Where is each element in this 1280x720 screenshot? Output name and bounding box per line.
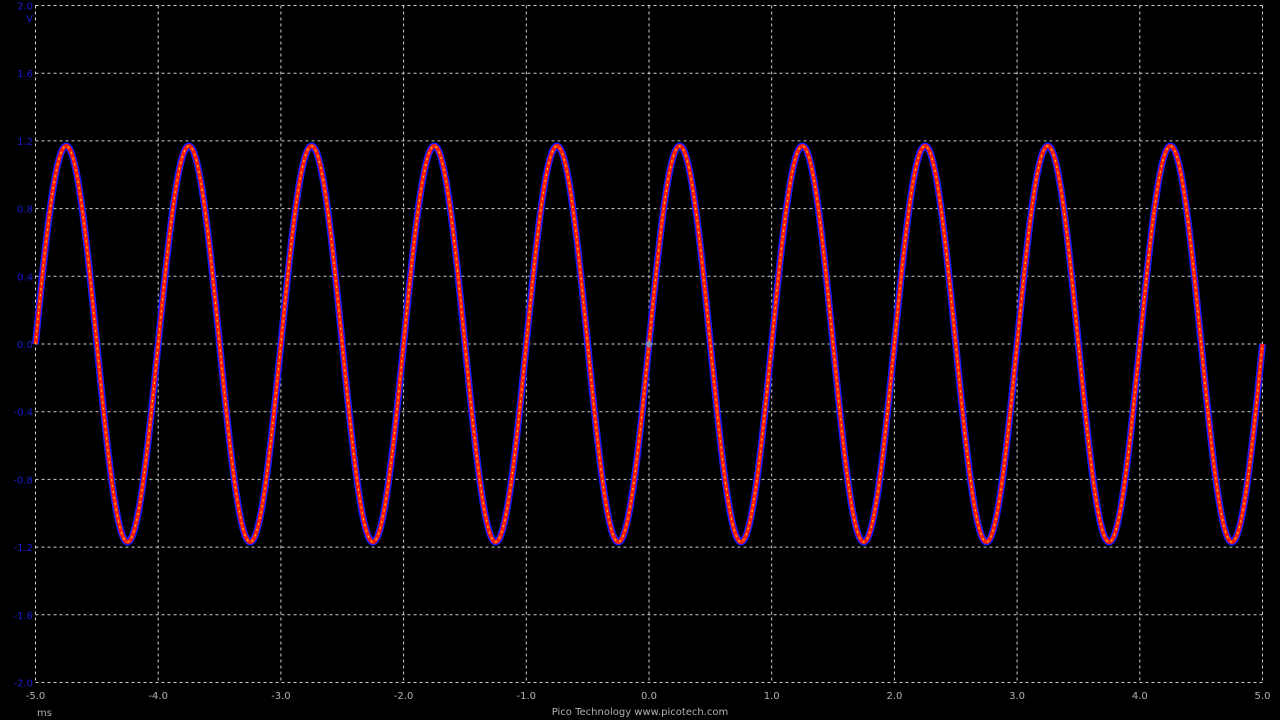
x-tick-label: 5.0: [1255, 691, 1271, 702]
y-tick-label: 1.2: [17, 137, 33, 148]
y-tick-label: 1.6: [17, 69, 33, 80]
x-tick-label: 2.0: [886, 691, 902, 702]
y-tick-label: -1.6: [13, 611, 33, 622]
x-tick-label: 3.0: [1009, 691, 1025, 702]
y-tick-label: -0.8: [13, 475, 33, 486]
footer-credit: Pico Technology www.picotech.com: [552, 707, 729, 718]
y-tick-label: 0.8: [17, 205, 33, 216]
x-unit-label: ms: [37, 708, 52, 719]
x-tick-label: -3.0: [271, 691, 291, 702]
x-tick-label: 4.0: [1132, 691, 1148, 702]
trace-channel-a: [32, 142, 1266, 546]
y-tick-label: -1.2: [13, 543, 33, 554]
x-tick-label: -5.0: [26, 691, 46, 702]
x-tick-label: -1.0: [517, 691, 537, 702]
x-tick-label: -4.0: [148, 691, 168, 702]
y-tick-label: -0.4: [13, 408, 33, 419]
y-tick-label: 0.4: [17, 272, 33, 283]
y-tick-label: -2.0: [13, 679, 33, 690]
y-tick-label: 2.0: [17, 2, 33, 13]
y-tick-label: 0.0: [17, 340, 33, 351]
x-axis-labels: -5.0 -4.0 -3.0 -2.0 -1.0 0.0 1.0 2.0 3.0 4.0 5.0: [26, 691, 1271, 702]
y-axis-labels: 2.0 1.6 1.2 0.8 0.4 0.0 -0.4 -0.8 -1.2 -1.6 -2.0: [13, 2, 33, 690]
x-tick-label: 0.0: [641, 691, 657, 702]
trigger-marker[interactable]: [645, 340, 653, 348]
x-tick-label: 1.0: [764, 691, 780, 702]
trace-highlight: [34, 145, 1264, 543]
y-unit-label: V: [26, 14, 33, 25]
x-tick-label: -2.0: [394, 691, 414, 702]
